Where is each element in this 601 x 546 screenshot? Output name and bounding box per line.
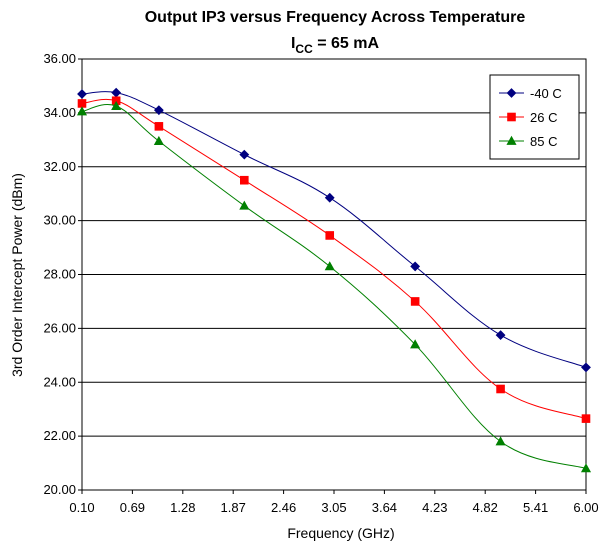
y-axis-ticks: 20.00 22.00 24.00 26.00 28.00 30.00 32.00 34.00…	[43, 51, 82, 497]
y-tick-label: 22.00	[43, 428, 76, 443]
data-point-40-c	[581, 362, 591, 373]
x-tick-label: 0.10	[69, 500, 94, 515]
data-point-26-c	[496, 384, 505, 394]
data-point-85-c	[153, 135, 164, 146]
x-tick-label: 6.00	[573, 500, 598, 515]
data-point-26-c	[77, 99, 87, 108]
y-tick-label: 36.00	[43, 51, 76, 66]
data-point-40-c	[495, 330, 506, 341]
data-point-26-c	[410, 297, 420, 306]
series-line-85-c	[81, 104, 587, 469]
y-tick-label: 28.00	[43, 267, 76, 282]
series-26-c	[77, 96, 591, 423]
chart-subtitle-prefix: I	[291, 35, 295, 52]
series-line-26-c	[81, 98, 587, 420]
x-tick-label: 1.28	[170, 500, 195, 515]
y-axis-label: 3rd Order Intercept Power (dBm)	[9, 173, 25, 377]
x-tick-label: 2.46	[271, 500, 296, 515]
y-tick-label: 32.00	[43, 159, 76, 174]
data-point-40-c	[111, 87, 122, 98]
y-tick-label: 30.00	[43, 213, 76, 228]
x-tick-label: 3.64	[372, 500, 397, 515]
data-point-85-c	[239, 200, 250, 210]
legend-marker-85-c	[506, 135, 517, 145]
series-40-c	[77, 87, 591, 373]
x-tick-label: 1.87	[221, 500, 246, 515]
legend-label-85-c: 85 C	[530, 134, 557, 149]
data-point-85-c	[76, 106, 88, 116]
data-point-40-c	[153, 105, 164, 116]
chart-subtitle-suffix: = 65 mA	[313, 35, 380, 52]
series-layer	[76, 87, 592, 473]
legend-marker-40-c	[506, 88, 517, 98]
data-point-85-c	[495, 436, 506, 446]
data-point-40-c	[410, 261, 421, 272]
data-point-85-c	[410, 339, 421, 349]
data-point-26-c	[581, 414, 591, 423]
legend-item-85-c: 85 C	[499, 134, 557, 149]
x-tick-label: 4.82	[473, 500, 498, 515]
data-point-26-c	[240, 175, 249, 185]
data-point-85-c	[324, 261, 335, 271]
data-point-85-c	[580, 463, 592, 473]
legend: -40 C 26 C 85 C	[489, 74, 580, 160]
legend-marker-26-c	[507, 112, 516, 122]
data-point-26-c	[325, 231, 335, 240]
legend-label-40-c: -40 C	[530, 86, 562, 101]
data-point-26-c	[154, 122, 164, 131]
y-tick-label: 24.00	[43, 374, 76, 389]
series-line-40-c	[81, 91, 587, 368]
data-point-40-c	[77, 89, 87, 99]
data-point-85-c	[111, 100, 122, 111]
x-tick-label: 3.05	[321, 500, 346, 515]
x-tick-label: 0.69	[120, 500, 145, 515]
chart-subtitle: ICC = 65 mA	[291, 35, 380, 56]
series-85-c	[76, 100, 592, 473]
data-point-40-c	[239, 149, 250, 160]
x-axis-ticks: 0.10 0.69 1.28 1.87 2.46 3.05 3.64 4.23 4.82 5.41…	[69, 490, 599, 515]
chart-subtitle-subscript: CC	[295, 42, 313, 56]
x-tick-label: 4.23	[422, 500, 447, 515]
y-tick-label: 26.00	[43, 320, 76, 335]
chart-title: Output IP3 versus Frequency Across Tempe…	[145, 9, 526, 26]
x-tick-label: 5.41	[523, 500, 548, 515]
legend-item-40-c: -40 C	[499, 86, 562, 101]
y-tick-label: 20.00	[43, 482, 76, 497]
legend-item-26-c: 26 C	[499, 110, 557, 125]
data-point-40-c	[324, 192, 335, 203]
legend-label-26-c: 26 C	[530, 110, 557, 125]
x-axis-label: Frequency (GHz)	[287, 525, 394, 541]
y-tick-label: 34.00	[43, 105, 76, 120]
